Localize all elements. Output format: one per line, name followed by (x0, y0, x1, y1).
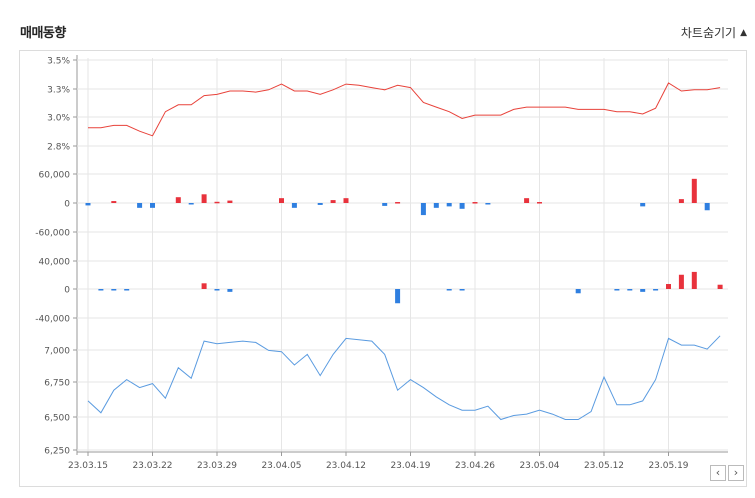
y-tick-label: 6,500 (44, 414, 70, 424)
x-tick-label: 23.04.19 (390, 461, 430, 471)
sell-bar (640, 203, 646, 207)
sell-bar (382, 203, 388, 206)
buy-bar (678, 274, 684, 289)
buy-bar (279, 198, 284, 203)
buy-bar (111, 201, 117, 203)
chart-next-button[interactable]: › (728, 465, 744, 481)
sell-bar (640, 289, 646, 292)
y-tick-label: -60,000 (35, 229, 70, 239)
sell-bar (446, 203, 452, 207)
sell-bar (188, 203, 194, 205)
buy-bar (678, 199, 684, 203)
buy-bar (330, 200, 336, 203)
buy-bar (227, 200, 233, 203)
sell-bar (575, 289, 581, 294)
y-tick-label: 3.5% (47, 57, 70, 67)
sell-bar (111, 289, 117, 291)
x-tick-label: 23.05.19 (648, 461, 688, 471)
x-tick-label: 23.04.05 (261, 461, 301, 471)
buy-bar (472, 202, 478, 204)
buy-bar (201, 283, 207, 289)
y-tick-label: 7,000 (44, 347, 70, 357)
y-tick-label: 40,000 (39, 258, 71, 268)
sell-bar (459, 289, 465, 291)
sell-bar (433, 203, 439, 208)
y-tick-label: 60,000 (39, 171, 71, 181)
sell-bar (85, 203, 91, 206)
sell-bar (459, 203, 465, 209)
section-title: 매매동향 (20, 26, 66, 41)
sell-bar (317, 203, 323, 205)
sell-bar (627, 289, 633, 291)
chart-prev-button[interactable]: ‹ (710, 465, 726, 481)
y-tick-label: 0 (64, 200, 70, 210)
buy-bar (201, 194, 207, 203)
buy-bar (717, 284, 723, 289)
x-tick-label: 23.03.22 (132, 461, 172, 471)
buy-bar (691, 271, 697, 289)
ratio-series-line (88, 82, 721, 137)
sell-bar (98, 289, 104, 291)
y-tick-label: 0 (64, 286, 70, 296)
x-tick-label: 23.04.12 (326, 461, 366, 471)
y-tick-label: 2.8% (47, 143, 70, 153)
y-tick-label: 6,750 (44, 379, 70, 389)
y-tick-label: 3.3% (47, 86, 70, 96)
hide-chart-label: 차트숨기기 (680, 26, 737, 40)
sell-bar (704, 203, 710, 211)
triangle-up-icon: ▲ (740, 27, 747, 38)
x-tick-label: 23.03.29 (197, 461, 237, 471)
buy-bar (524, 198, 530, 203)
buy-bar (395, 202, 401, 204)
sell-bar (214, 289, 220, 291)
buy-bar (691, 178, 697, 203)
buy-bar (343, 198, 349, 203)
buy-bar (666, 284, 671, 289)
hide-chart-button[interactable]: 차트숨기기 ▲ (681, 24, 747, 41)
x-tick-label: 23.03.15 (68, 461, 108, 471)
y-tick-label: 3.0% (47, 114, 70, 124)
sell-bar (124, 289, 130, 291)
buy-bar (537, 202, 542, 204)
buy-bar (175, 197, 181, 203)
sell-bar (485, 203, 491, 205)
x-tick-label: 23.05.12 (584, 461, 624, 471)
x-tick-label: 23.04.26 (455, 461, 495, 471)
price-series-line (87, 335, 721, 421)
sell-bar (653, 289, 659, 291)
sell-bar (137, 203, 143, 208)
section-header: 매매동향 차트숨기기 ▲ (0, 0, 755, 50)
sell-bar (395, 289, 401, 304)
chart-frame (19, 50, 747, 487)
y-tick-label: 6,250 (44, 447, 70, 457)
sell-bar (614, 289, 620, 291)
sell-bar (291, 203, 297, 208)
sell-bar (420, 203, 426, 216)
sell-bar (150, 203, 155, 208)
sell-bar (446, 289, 452, 291)
sell-bar (227, 289, 233, 292)
y-tick-label: -40,000 (35, 315, 70, 325)
x-tick-label: 23.05.04 (519, 461, 559, 471)
buy-bar (214, 201, 220, 204)
